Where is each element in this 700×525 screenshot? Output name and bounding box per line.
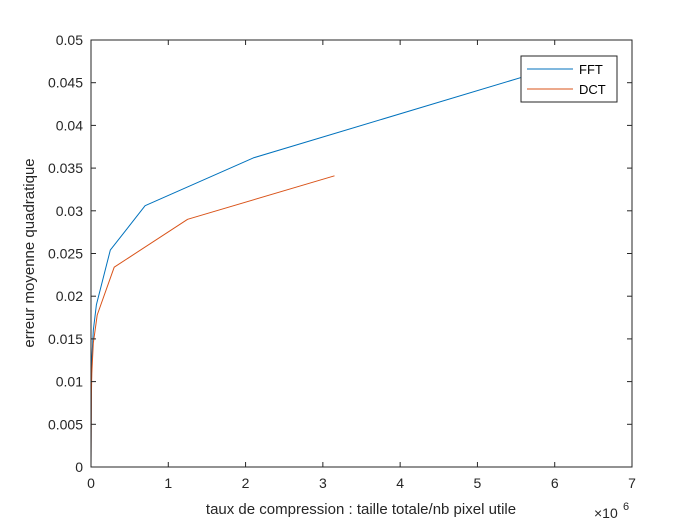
y-tick-label: 0.03 bbox=[56, 203, 83, 219]
x-axis-multiplier: ×10 6 bbox=[594, 501, 629, 521]
y-tick-label: 0.045 bbox=[48, 75, 83, 91]
x-tick-label: 0 bbox=[87, 475, 95, 491]
x-tick-label: 3 bbox=[319, 475, 327, 491]
ticks-layer: 0 1 2 3 4 5 6 7 0 0.005 0.01 0.015 0.02 0.025 0.03 0.03… bbox=[48, 32, 636, 491]
y-tick-label: 0.025 bbox=[48, 246, 83, 262]
x-tick-label: 7 bbox=[628, 475, 636, 491]
y-axis-title: erreur moyenne quadratique bbox=[21, 158, 38, 347]
y-tick-label: 0.05 bbox=[56, 32, 83, 48]
y-tick-label: 0.015 bbox=[48, 331, 83, 347]
y-tick-label: 0.02 bbox=[56, 288, 83, 304]
x-tick-label: 5 bbox=[474, 475, 482, 491]
legend-label-fft: FFT bbox=[579, 62, 603, 77]
y-tick-label: 0.005 bbox=[48, 416, 83, 432]
x-tick-label: 1 bbox=[164, 475, 172, 491]
x-tick-label: 6 bbox=[551, 475, 559, 491]
plot-area bbox=[91, 40, 632, 467]
x-tick-label: 2 bbox=[242, 475, 250, 491]
y-tick-label: 0.04 bbox=[56, 117, 83, 133]
x-multiplier-base: ×10 bbox=[594, 505, 618, 521]
legend-box bbox=[520, 55, 618, 103]
legend-label-dct: DCT bbox=[579, 82, 606, 97]
y-tick-label: 0.035 bbox=[48, 160, 83, 176]
legend: FFT DCT bbox=[520, 55, 618, 103]
x-tick-label: 4 bbox=[396, 475, 404, 491]
x-multiplier-exponent: 6 bbox=[623, 501, 629, 513]
y-tick-label: 0.01 bbox=[56, 374, 83, 390]
x-axis-title: taux de compression : taille totale/nb p… bbox=[206, 501, 516, 518]
y-tick-label: 0 bbox=[75, 459, 83, 475]
